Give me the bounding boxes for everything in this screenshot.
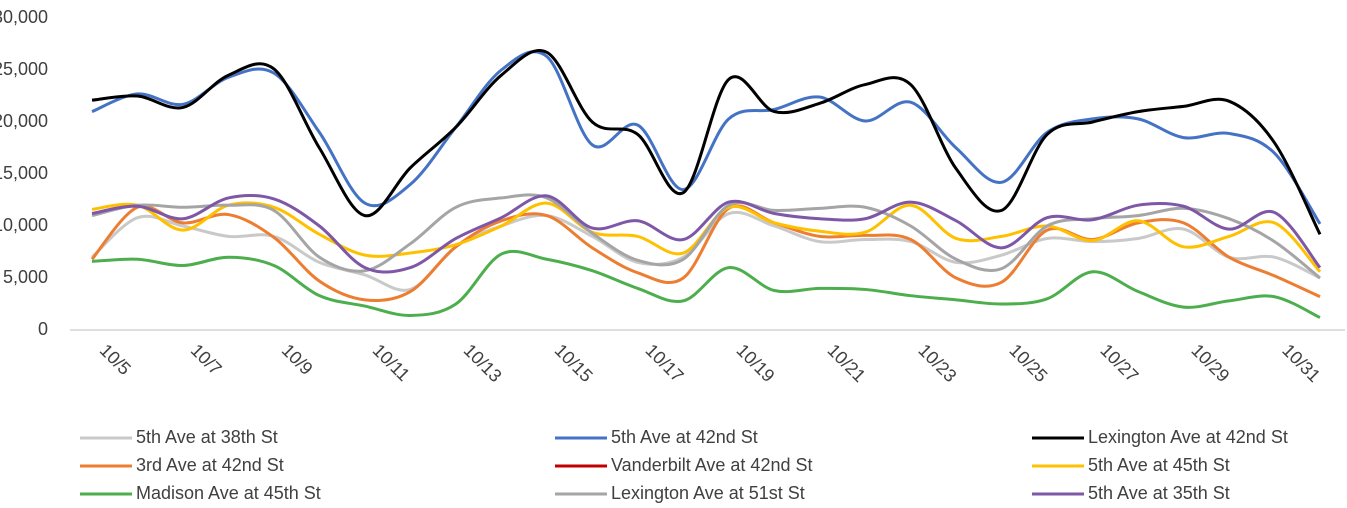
y-tick-label: 10,000: [0, 215, 48, 235]
y-tick-label: 5,000: [3, 267, 48, 287]
legend-label: 5th Ave at 35th St: [1088, 483, 1230, 503]
x-tick-label: 10/13: [460, 340, 506, 386]
x-tick-label: 10/11: [369, 340, 414, 385]
series-line: [91, 193, 1321, 280]
x-tick-label: 10/29: [1187, 340, 1233, 386]
legend-label: Madison Ave at 45th St: [136, 483, 321, 503]
series-line: [91, 49, 1322, 235]
x-tick-label: 10/15: [551, 340, 597, 386]
x-tick-label: 10/27: [1096, 340, 1142, 386]
legend-label: Lexington Ave at 42nd St: [1088, 427, 1288, 447]
series-line: [91, 193, 1322, 274]
legend-label: 5th Ave at 42nd St: [611, 427, 758, 447]
y-tick-label: 20,000: [0, 111, 48, 131]
legend-label: Lexington Ave at 51st St: [611, 483, 805, 503]
x-tick-label: 10/25: [1005, 340, 1051, 386]
x-tick-label: 10/21: [824, 340, 870, 386]
legend-label: 3rd Ave at 42nd St: [136, 455, 284, 475]
x-tick-label: 10/5: [96, 340, 135, 379]
x-tick-label: 10/23: [914, 340, 960, 386]
x-tick-label: 10/9: [278, 340, 317, 379]
series-line: [91, 249, 1321, 319]
x-tick-label: 10/17: [642, 340, 688, 386]
x-tick-label: 10/7: [187, 340, 226, 379]
legend-label: 5th Ave at 45th St: [1088, 455, 1230, 475]
y-tick-label: 15,000: [0, 163, 48, 183]
legend-label: 5th Ave at 38th St: [136, 427, 278, 447]
y-tick-label: 30,000: [0, 7, 48, 27]
x-tick-label: 10/31: [1278, 340, 1324, 386]
legend-label: Vanderbilt Ave at 42nd St: [611, 455, 812, 475]
x-tick-label: 10/19: [733, 340, 779, 386]
y-tick-label: 25,000: [0, 59, 48, 79]
y-tick-label: 0: [38, 319, 48, 339]
